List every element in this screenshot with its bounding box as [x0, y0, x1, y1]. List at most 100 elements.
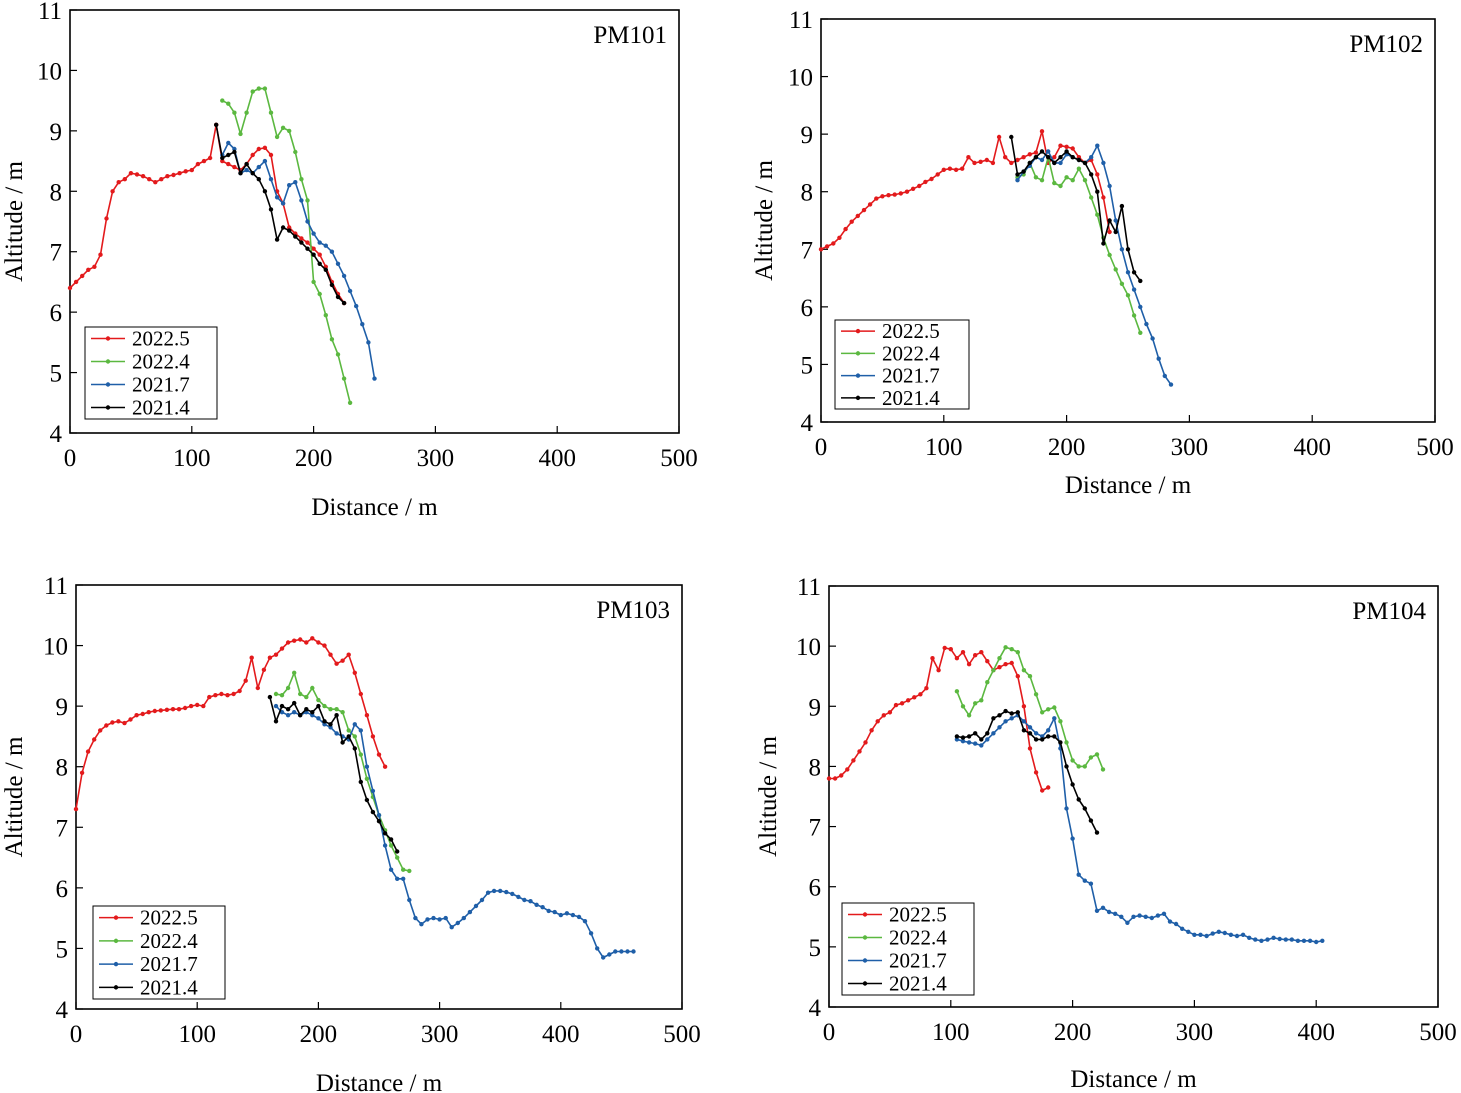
data-point [347, 653, 351, 657]
data-point [1235, 934, 1239, 938]
data-point [257, 86, 261, 90]
data-point [268, 695, 272, 699]
data-point [293, 150, 297, 154]
data-point [238, 132, 242, 136]
data-point [395, 855, 399, 859]
x-tick-label: 100 [932, 1019, 970, 1046]
y-tick-label: 7 [801, 237, 814, 264]
data-point [219, 692, 223, 696]
data-point [257, 165, 261, 169]
data-point [510, 892, 514, 896]
data-point [1278, 937, 1282, 941]
data-point [474, 904, 478, 908]
data-point [1126, 247, 1130, 251]
data-point [324, 268, 328, 272]
data-point [431, 916, 435, 920]
data-point [244, 168, 248, 172]
data-point [1016, 674, 1020, 678]
data-point [498, 889, 502, 893]
data-point [619, 949, 623, 953]
series-2021.4 [214, 123, 346, 306]
x-tick-label: 0 [70, 1021, 83, 1048]
data-point [1058, 184, 1062, 188]
data-point [876, 719, 880, 723]
data-point [1247, 936, 1251, 940]
data-point [1302, 939, 1306, 943]
data-point [819, 247, 823, 251]
x-tick-label: 400 [1293, 434, 1331, 461]
x-axis-title: Distance / m [311, 494, 438, 521]
data-point [98, 253, 102, 257]
data-point [961, 735, 965, 739]
y-tick-label: 8 [809, 754, 822, 781]
data-point [1046, 728, 1050, 732]
data-point [141, 712, 145, 716]
data-point [955, 656, 959, 660]
data-point [196, 162, 200, 166]
data-point [985, 158, 989, 162]
data-point [281, 201, 285, 205]
data-point [159, 708, 163, 712]
data-point [304, 640, 308, 644]
data-point [256, 686, 260, 690]
data-point [961, 650, 965, 654]
data-point [1028, 674, 1032, 678]
data-point [336, 352, 340, 356]
data-point [492, 889, 496, 893]
legend-swatch-marker [106, 405, 110, 409]
data-point [92, 737, 96, 741]
data-point [328, 707, 332, 711]
data-point [924, 686, 928, 690]
data-point [973, 701, 977, 705]
data-point [389, 837, 393, 841]
data-point [1132, 313, 1136, 317]
data-point [936, 172, 940, 176]
data-point [334, 662, 338, 666]
data-point [1058, 740, 1062, 744]
data-point [318, 240, 322, 244]
data-point [1022, 719, 1026, 723]
data-point [1046, 155, 1050, 159]
data-point [595, 946, 599, 950]
data-point [1168, 919, 1172, 923]
data-point [1169, 382, 1173, 386]
data-point [1265, 937, 1269, 941]
x-tick-label: 100 [925, 434, 963, 461]
data-point [1157, 357, 1161, 361]
data-point [1107, 253, 1111, 257]
data-point [1120, 204, 1124, 208]
data-point [1107, 230, 1111, 234]
series-line [70, 125, 344, 303]
data-point [347, 728, 351, 732]
data-point [183, 706, 187, 710]
y-axis-title: Altitude / m [755, 736, 782, 857]
data-point [1070, 782, 1074, 786]
x-tick-label: 200 [295, 445, 333, 472]
x-tick-label: 300 [1171, 434, 1209, 461]
legend-label: 2022.5 [882, 319, 940, 343]
data-point [366, 340, 370, 344]
data-point [547, 909, 551, 913]
data-point [1040, 149, 1044, 153]
data-point [310, 636, 314, 640]
series-2022.4 [220, 86, 352, 405]
data-point [336, 262, 340, 266]
data-point [310, 710, 314, 714]
data-point [232, 111, 236, 115]
legend-label: 2021.7 [140, 952, 198, 976]
data-point [894, 703, 898, 707]
data-point [74, 807, 78, 811]
data-point [534, 903, 538, 907]
series-2021.7 [274, 704, 636, 960]
x-tick-label: 300 [1176, 1019, 1214, 1046]
series-line [270, 697, 397, 851]
data-point [305, 198, 309, 202]
y-tick-label: 11 [797, 574, 821, 601]
data-point [225, 693, 229, 697]
data-point [1009, 161, 1013, 165]
data-point [1156, 913, 1160, 917]
data-point [231, 692, 235, 696]
data-point [1095, 144, 1099, 148]
data-point [274, 692, 278, 696]
data-point [147, 710, 151, 714]
